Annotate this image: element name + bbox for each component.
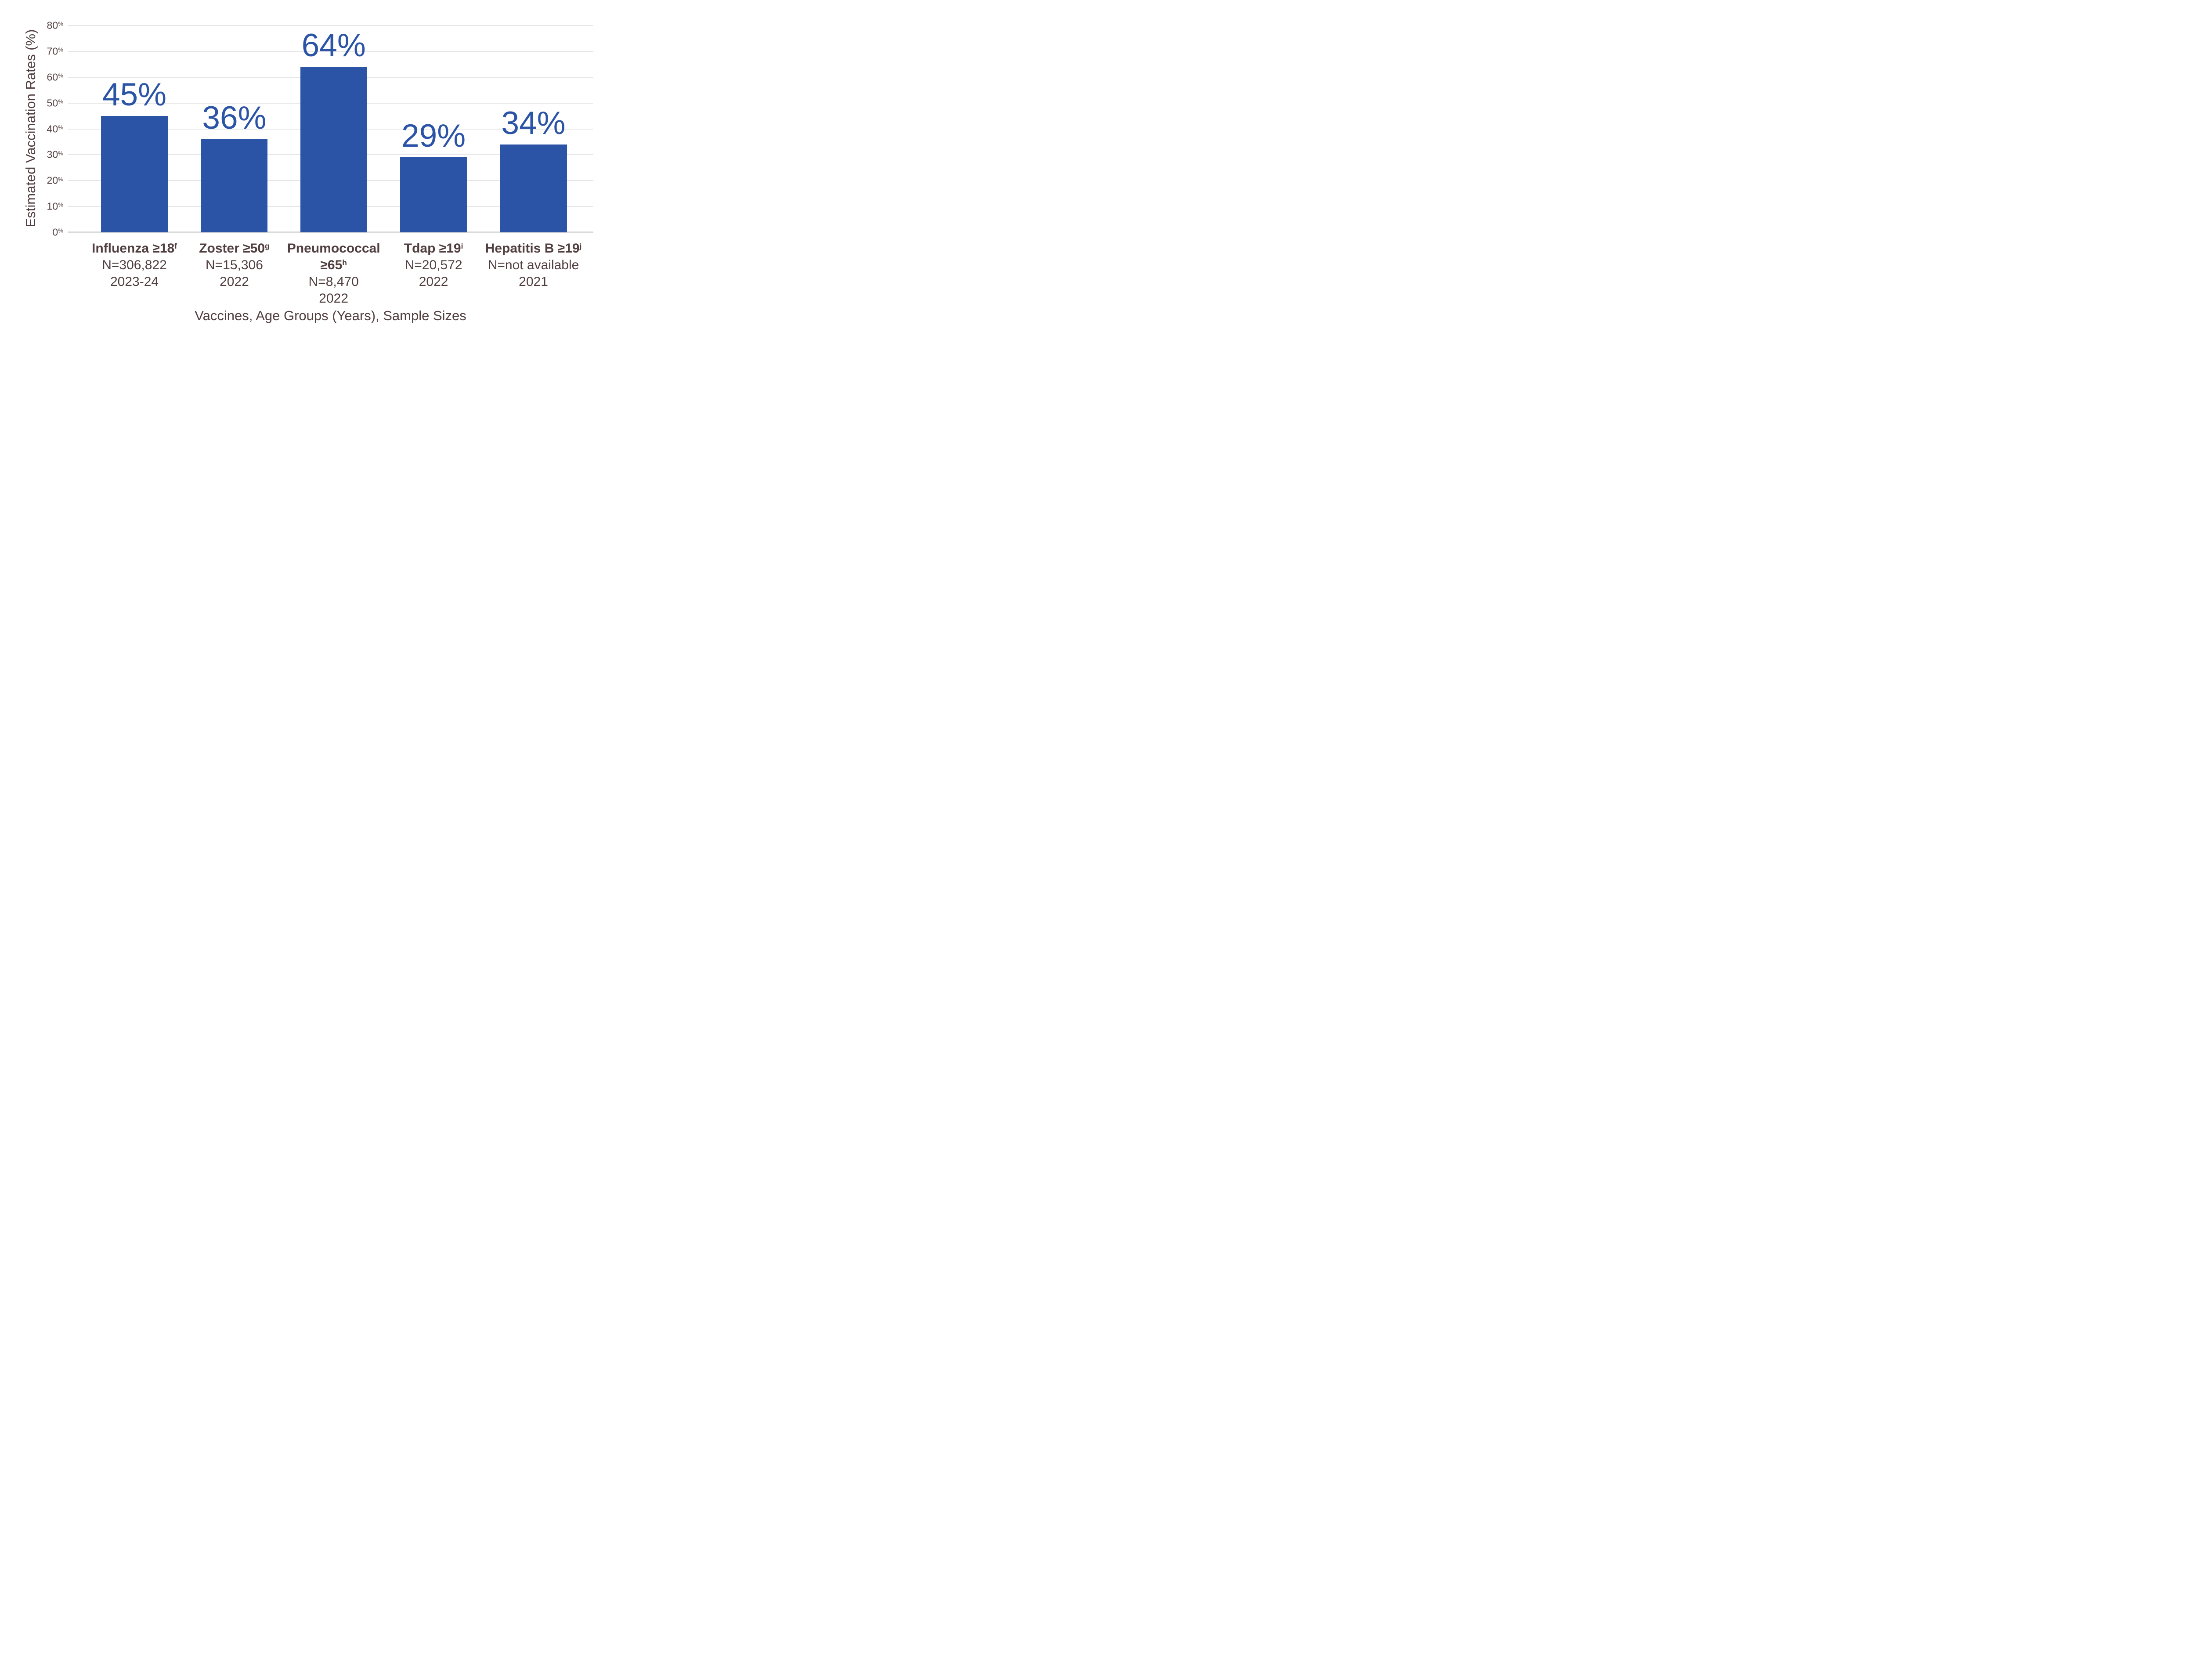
plot-area: 45% 36% 64% 29% 34% xyxy=(68,25,593,233)
bar-value-label: 45% xyxy=(102,77,167,113)
category-name: Pneumococcal xyxy=(287,241,380,256)
category-period: 2021 xyxy=(519,275,548,289)
y-tick-label: 20% xyxy=(47,174,63,186)
category-footnote: h xyxy=(342,258,347,267)
bar-value-label: 64% xyxy=(301,28,366,64)
category-name: Zoster ≥50g xyxy=(199,241,270,256)
y-tick-label: 80% xyxy=(47,19,63,31)
bar xyxy=(400,157,467,232)
bar xyxy=(300,67,367,232)
category-name: Tdap ≥19i xyxy=(404,241,463,256)
category-name: ≥65h xyxy=(320,258,347,272)
bar-value-label: 36% xyxy=(202,100,267,136)
category-label: Tdap ≥19i N=20,572 2022 xyxy=(404,240,463,290)
y-tick-label: 70% xyxy=(47,45,63,57)
gridline xyxy=(68,51,593,52)
category-footnote: j xyxy=(579,242,582,251)
bar xyxy=(101,116,168,232)
category-footnote: f xyxy=(174,242,177,251)
vaccination-rates-bar-chart: Estimated Vaccination Rates (%) 45% 36% 64… xyxy=(0,0,606,336)
y-axis-title: Estimated Vaccination Rates (%) xyxy=(23,29,38,228)
bar-value-label: 29% xyxy=(401,118,466,154)
category-footnote: g xyxy=(265,242,270,251)
bar xyxy=(201,139,268,232)
category-sample-size: N=15,306 xyxy=(205,258,263,272)
category-label: Hepatitis B ≥19j N=not available 2021 xyxy=(485,240,582,290)
category-period: 2022 xyxy=(220,275,249,289)
category-label: Influenza ≥18f N=306,822 2023-24 xyxy=(92,240,177,290)
bar xyxy=(500,144,567,232)
category-period: 2022 xyxy=(419,275,448,289)
y-tick-label: 30% xyxy=(47,148,63,160)
y-tick-label: 10% xyxy=(47,200,63,212)
category-name: Influenza ≥18f xyxy=(92,241,177,256)
category-sample-size: N=not available xyxy=(488,258,579,272)
category-sample-size: N=8,470 xyxy=(308,275,359,289)
y-tick-label: 50% xyxy=(47,97,63,109)
bar-value-label: 34% xyxy=(501,105,566,141)
y-tick-label: 0% xyxy=(52,226,63,238)
category-name: Hepatitis B ≥19j xyxy=(485,241,582,256)
category-period: 2022 xyxy=(319,291,349,306)
y-tick-label: 60% xyxy=(47,71,63,83)
category-label: Pneumococcal ≥65h N=8,470 2022 xyxy=(287,240,380,307)
category-period: 2023-24 xyxy=(110,275,159,289)
y-tick-label: 40% xyxy=(47,123,63,134)
category-label: Zoster ≥50g N=15,306 2022 xyxy=(199,240,269,290)
category-sample-size: N=20,572 xyxy=(405,258,462,272)
gridline xyxy=(68,25,593,26)
category-sample-size: N=306,822 xyxy=(102,258,167,272)
category-footnote: i xyxy=(461,242,463,251)
x-axis-title: Vaccines, Age Groups (Years), Sample Siz… xyxy=(195,308,466,323)
